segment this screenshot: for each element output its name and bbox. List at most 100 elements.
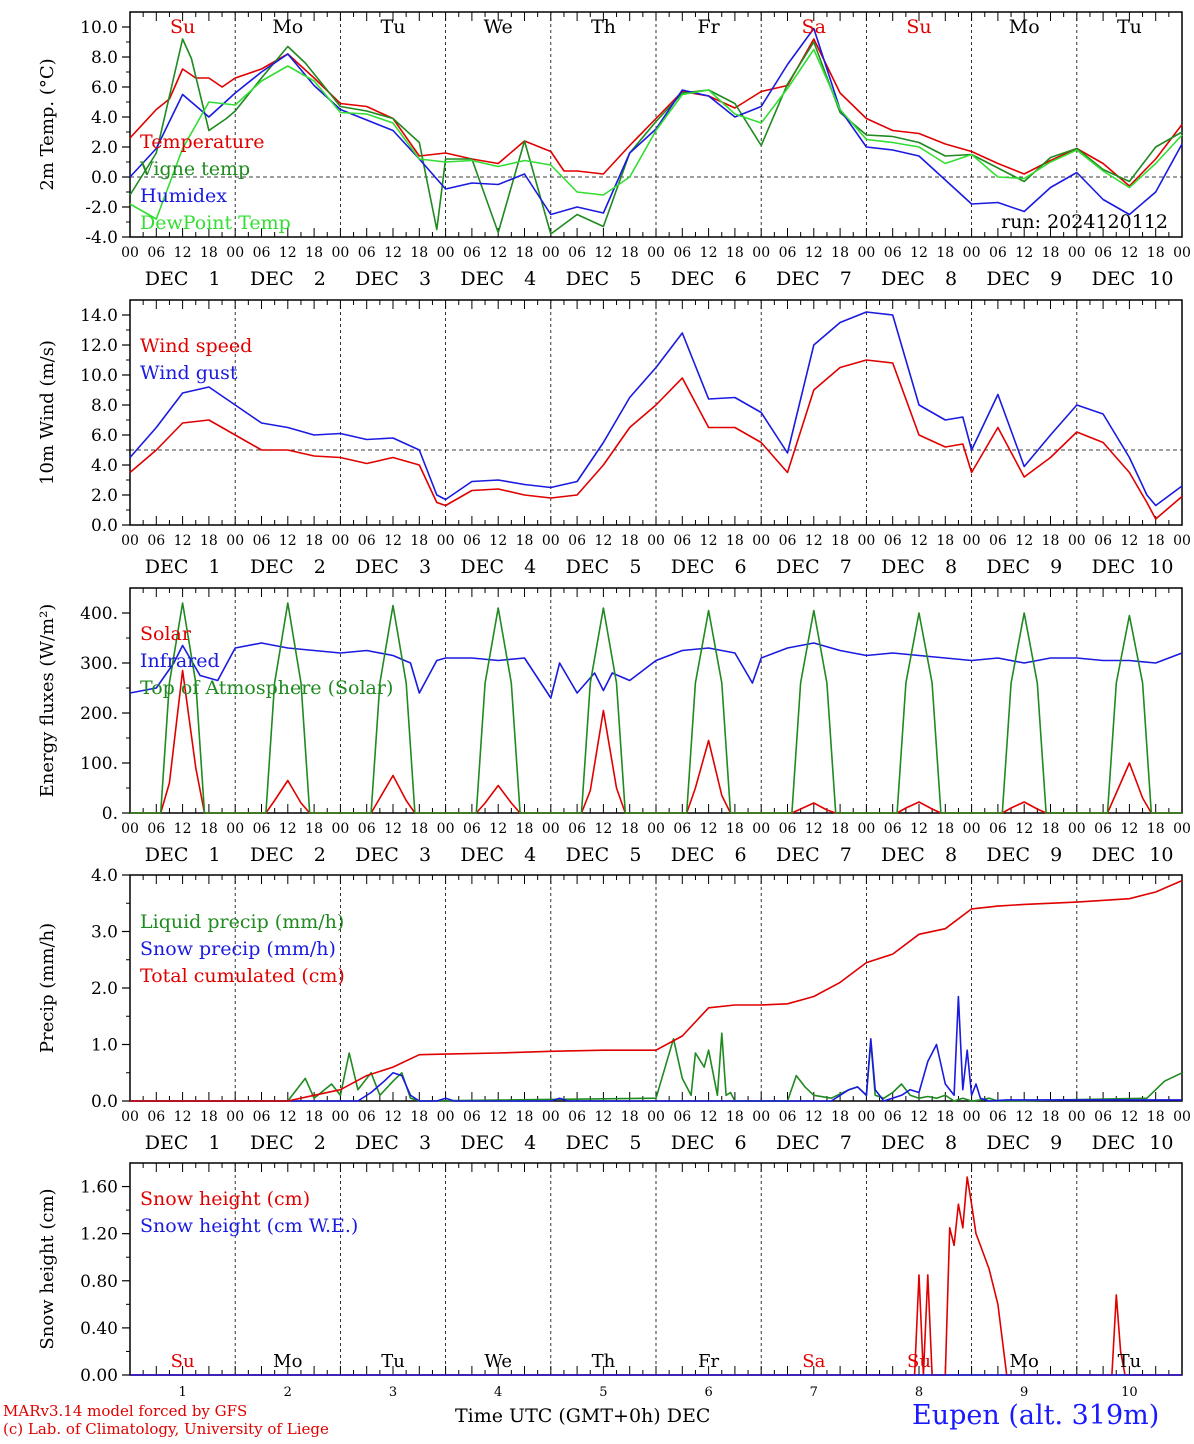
hour-tick-label: 00 — [752, 1109, 770, 1125]
series-line — [130, 995, 1182, 1102]
hour-tick-label: 12 — [805, 1109, 823, 1125]
hour-tick-label: 00 — [1173, 1109, 1191, 1125]
hour-tick-label: 12 — [700, 245, 718, 261]
hour-tick-label: 18 — [305, 1109, 323, 1125]
hour-tick-label: 00 — [1173, 821, 1191, 837]
weekday-label-bottom: Fr — [698, 1351, 719, 1372]
y-tick-label: 1.60 — [80, 1178, 118, 1198]
date-month-label: DEC — [986, 1132, 1030, 1154]
legend-entry: DewPoint Temp — [140, 212, 291, 234]
weekday-label: Su — [170, 16, 195, 38]
y-tick-label: 300. — [80, 654, 118, 674]
hour-tick-label: 00 — [542, 533, 560, 549]
hour-tick-label: 18 — [621, 533, 639, 549]
hour-tick-label: 12 — [489, 1109, 507, 1125]
date-day-label: 5 — [629, 1132, 641, 1154]
day-number-label: 9 — [1020, 1385, 1028, 1400]
date-day-label: 2 — [314, 268, 326, 290]
weekday-label: We — [484, 16, 513, 38]
date-day-label: 1 — [209, 268, 221, 290]
hour-tick-label: 18 — [936, 533, 954, 549]
y-axis-label: 2m Temp. (°C) — [37, 58, 58, 190]
date-month-label: DEC — [881, 844, 925, 866]
legend-entry: Snow height (cm W.E.) — [140, 1215, 358, 1237]
hour-tick-label: 06 — [884, 245, 902, 261]
hour-tick-label: 00 — [226, 533, 244, 549]
hour-tick-label: 06 — [673, 533, 691, 549]
date-month-label: DEC — [671, 844, 715, 866]
y-tick-label: 4.0 — [91, 866, 118, 886]
y-tick-label: 200. — [80, 704, 118, 724]
date-day-label: 7 — [840, 844, 852, 866]
hour-tick-label: 06 — [568, 533, 586, 549]
legend-entry: Humidex — [140, 185, 227, 207]
hour-tick-label: 12 — [594, 1109, 612, 1125]
hour-tick-label: 06 — [673, 821, 691, 837]
date-month-label: DEC — [776, 844, 820, 866]
legend-entry: Snow height (cm) — [140, 1188, 310, 1210]
hour-tick-label: 00 — [647, 245, 665, 261]
hour-tick-label: 12 — [384, 1109, 402, 1125]
date-month-label: DEC — [250, 1132, 294, 1154]
weekday-label-bottom: Th — [592, 1351, 616, 1372]
chart-panel-2: 0.0 2.0 4.0 6.0 8.0 10.0 12.0 14.0 10m Wind (m/s… — [37, 299, 1191, 578]
date-month-label: DEC — [986, 268, 1030, 290]
hour-tick-label: 12 — [489, 533, 507, 549]
y-tick-label: 3.0 — [91, 923, 118, 943]
series-line — [129, 642, 1183, 699]
y-tick-label: 10.0 — [80, 366, 118, 386]
day-number-label: 2 — [284, 1385, 292, 1400]
hour-tick-label: 18 — [726, 533, 744, 549]
hour-tick-label: 18 — [1042, 533, 1060, 549]
legend-entry: Wind speed — [140, 335, 252, 357]
hour-tick-label: 12 — [910, 1109, 928, 1125]
hour-tick-label: 18 — [1042, 821, 1060, 837]
weekday-label-bottom: Su — [907, 1351, 931, 1372]
y-tick-label: -4.0 — [85, 228, 118, 248]
hour-tick-label: 00 — [121, 533, 139, 549]
hour-tick-label: 00 — [331, 533, 349, 549]
date-month-label: DEC — [566, 268, 610, 290]
date-day-label: 5 — [629, 556, 641, 578]
date-day-label: 8 — [945, 268, 957, 290]
hour-tick-label: 00 — [437, 821, 455, 837]
y-tick-label: 0.40 — [80, 1319, 118, 1339]
x-axis-title: Time UTC (GMT+0h) DEC — [455, 1405, 710, 1427]
y-tick-label: 0.80 — [80, 1272, 118, 1292]
hour-tick-label: 12 — [594, 245, 612, 261]
hour-tick-label: 06 — [358, 821, 376, 837]
date-day-label: 9 — [1050, 268, 1062, 290]
date-month-label: DEC — [355, 1132, 399, 1154]
series-line — [130, 602, 1182, 814]
date-month-label: DEC — [881, 556, 925, 578]
day-number-label: 5 — [599, 1385, 607, 1400]
weekday-label: Mo — [272, 16, 303, 38]
date-day-label: 8 — [945, 844, 957, 866]
hour-tick-label: 06 — [779, 1109, 797, 1125]
date-day-label: 8 — [945, 1132, 957, 1154]
chart-panel-4: 0.0 1.0 2.0 3.0 4.0 Precip (mm/h) Liquid preci… — [37, 866, 1191, 1154]
y-tick-label: 12.0 — [80, 336, 118, 356]
hour-tick-label: 00 — [226, 1109, 244, 1125]
hour-tick-label: 00 — [752, 821, 770, 837]
date-day-label: 3 — [419, 1132, 431, 1154]
hour-tick-label: 06 — [673, 1109, 691, 1125]
hour-tick-label: 06 — [463, 821, 481, 837]
hour-tick-label: 12 — [805, 245, 823, 261]
date-day-label: 6 — [735, 268, 747, 290]
hour-tick-label: 00 — [121, 245, 139, 261]
chart-panel-5: 0.00 0.40 0.80 1.20 1.60 Snow height (cm) Snow… — [37, 1162, 1183, 1400]
hour-tick-label: 06 — [884, 821, 902, 837]
legend-entry: Infrared — [140, 650, 220, 672]
date-month-label: DEC — [671, 268, 715, 290]
hour-tick-label: 18 — [831, 533, 849, 549]
hour-tick-label: 00 — [1068, 1109, 1086, 1125]
hour-tick-label: 18 — [305, 245, 323, 261]
date-day-label: 5 — [629, 268, 641, 290]
hour-tick-label: 12 — [910, 533, 928, 549]
model-credit-line-2: (c) Lab. of Climatology, University of L… — [3, 1420, 329, 1438]
y-tick-label: -2.0 — [85, 198, 118, 218]
hour-tick-label: 18 — [1147, 1109, 1165, 1125]
y-tick-label: 400. — [80, 604, 118, 624]
